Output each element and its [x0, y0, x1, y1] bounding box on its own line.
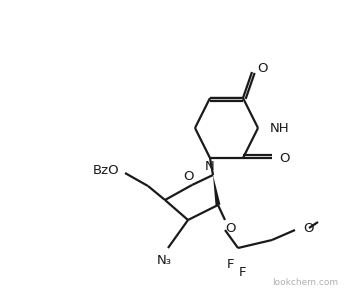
Text: NH: NH	[270, 122, 290, 135]
Text: O: O	[279, 151, 290, 165]
Text: N₃: N₃	[156, 255, 172, 268]
Text: lookchem.com: lookchem.com	[272, 278, 338, 287]
Text: O: O	[184, 169, 194, 182]
Text: O: O	[303, 222, 313, 235]
Text: O: O	[257, 61, 268, 75]
Polygon shape	[213, 175, 220, 205]
Text: N: N	[205, 160, 215, 173]
Text: F: F	[227, 257, 235, 271]
Text: O: O	[225, 222, 235, 235]
Text: BzO: BzO	[92, 163, 119, 176]
Text: F: F	[239, 265, 247, 278]
